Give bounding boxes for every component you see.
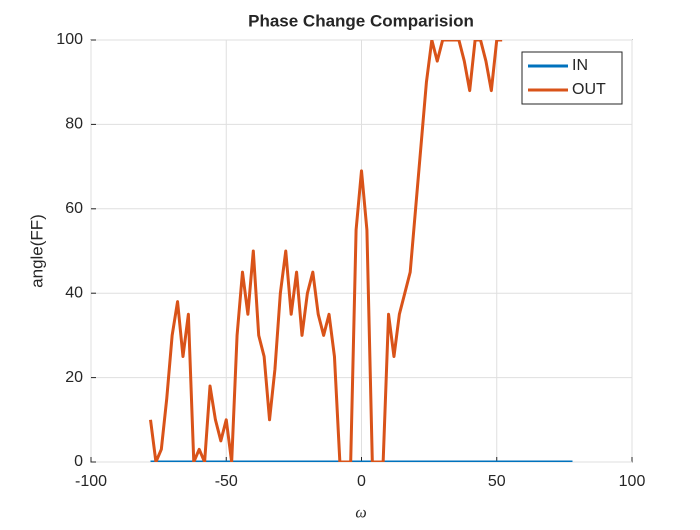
y-tick-label: 100: [56, 31, 83, 48]
x-tick-label: 50: [488, 473, 506, 490]
y-tick-label: 0: [74, 453, 83, 470]
data-line: [149, 40, 503, 462]
y-axis-label: angle(FF): [27, 214, 46, 288]
plot-lines: [149, 40, 573, 462]
y-tick-label: 80: [65, 116, 83, 133]
x-tick-label: -50: [215, 473, 238, 490]
x-axis-label: ω: [355, 505, 366, 522]
legend-box: [521, 51, 623, 105]
x-tick-label: -100: [75, 473, 107, 490]
legend-label: OUT: [572, 81, 606, 98]
y-tick-label: 40: [65, 284, 83, 301]
x-tick-label: 0: [357, 473, 366, 490]
y-tick-label: 60: [65, 200, 83, 217]
x-tick-label: 100: [619, 473, 646, 490]
y-tick-label: 20: [65, 369, 83, 386]
chart-title: Phase Change Comparision: [248, 11, 474, 30]
legend-label: IN: [572, 57, 588, 74]
